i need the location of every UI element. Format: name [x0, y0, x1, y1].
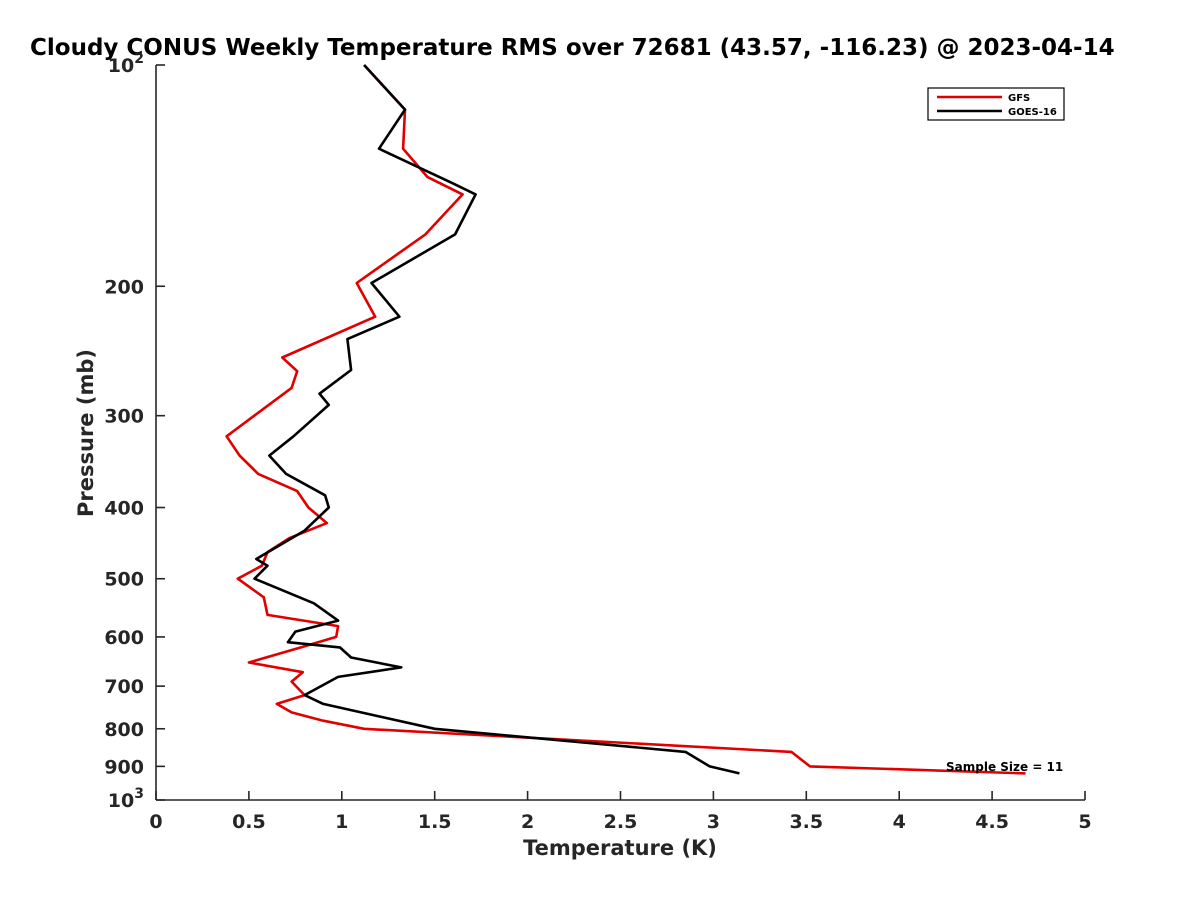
y-tick-label-base: 10 [108, 790, 134, 812]
x-tick-label: 0.5 [232, 811, 266, 833]
x-axis-label: Temperature (K) [523, 836, 717, 860]
x-tick-label: 2 [521, 811, 534, 833]
y-tick-label: 800 [104, 719, 144, 741]
x-tick-label: 2.5 [604, 811, 638, 833]
y-tick-label: 200 [104, 276, 144, 298]
y-tick-label: 700 [104, 676, 144, 698]
x-tick-label: 3 [707, 811, 720, 833]
y-tick-label-base: 10 [108, 55, 134, 77]
legend-box [927, 87, 1065, 121]
sample-size-annotation: Sample Size = 11 [946, 760, 1063, 774]
legend: GFS GOES-16 [927, 87, 1065, 121]
y-tick-label: 102 [108, 51, 144, 77]
y-tick-label: 900 [104, 756, 144, 778]
x-tick-label: 4 [893, 811, 906, 833]
x-ticks: 0 0.5 1 1.5 2 2.5 3 3.5 4 4.5 5 [149, 791, 1092, 833]
y-tick-label: 600 [104, 627, 144, 649]
series-line-gfs [225, 64, 1026, 775]
series-lines [225, 64, 1026, 775]
y-tick-label-exponent: 3 [134, 786, 144, 802]
x-tick-label: 3.5 [789, 811, 823, 833]
y-tick-label: 103 [108, 786, 144, 812]
legend-label-gfs: GFS [1008, 93, 1030, 104]
chart-title: Cloudy CONUS Weekly Temperature RMS over… [30, 35, 1115, 61]
x-tick-label: 5 [1078, 811, 1091, 833]
y-tick-label: 500 [104, 569, 144, 591]
series-line-goes-16 [253, 64, 740, 775]
y-tick-label: 300 [104, 406, 144, 428]
plot-axes [155, 65, 1085, 801]
y-axis-label: Pressure (mb) [74, 349, 98, 517]
legend-label-goes16: GOES-16 [1008, 107, 1057, 118]
y-tick-label: 400 [104, 498, 144, 520]
x-tick-label: 1.5 [418, 811, 452, 833]
y-tick-label-exponent: 2 [134, 51, 144, 67]
x-tick-label: 0 [149, 811, 162, 833]
x-tick-label: 4.5 [975, 811, 1009, 833]
x-tick-label: 1 [335, 811, 348, 833]
